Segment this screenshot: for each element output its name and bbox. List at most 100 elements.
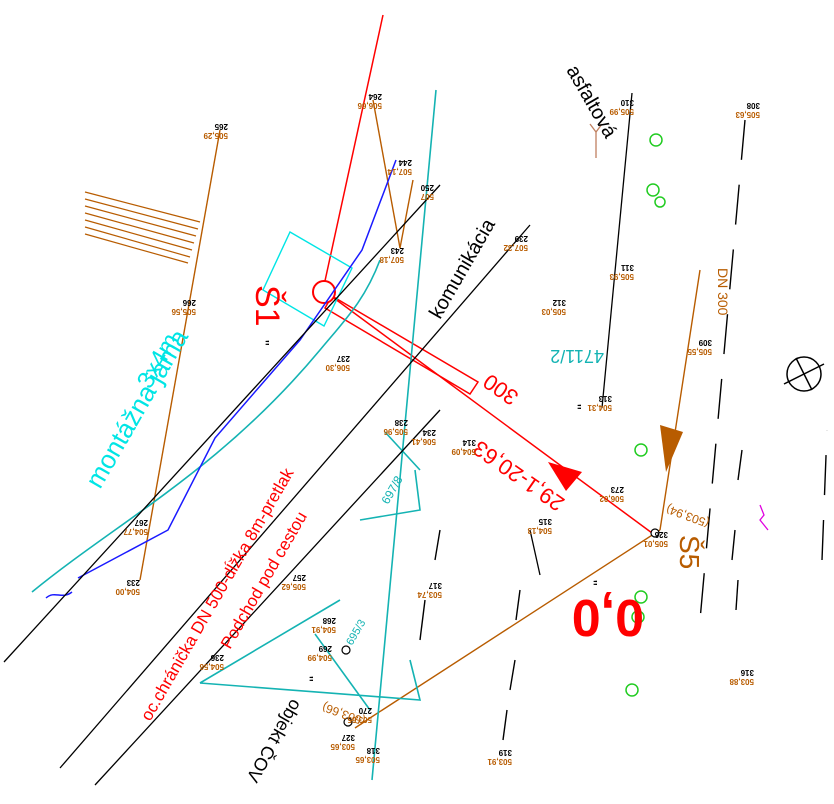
point-elevation: 505,55 — [687, 347, 712, 356]
point-elevation: 505,93 — [609, 272, 634, 281]
label-asfaltova: asfaltová — [562, 62, 622, 143]
label-pipe-length: 29,1-20,63 — [468, 436, 569, 517]
point-id: 273 — [610, 485, 624, 494]
point-id: 317 — [428, 581, 442, 590]
label-parcel-4711-rot: 4711/2 — [550, 346, 604, 366]
point-elevation: 505,62 — [281, 582, 306, 591]
quote-mark: " — [582, 580, 599, 586]
blue-line — [77, 159, 397, 579]
point-id: 319 — [498, 748, 512, 757]
dash-segments — [419, 449, 743, 741]
point-327 — [343, 717, 353, 727]
point-elevation: 505,29 — [203, 131, 228, 140]
point-id: 244 — [398, 158, 412, 167]
point-elevation: 506,30 — [325, 363, 350, 372]
point-id: 236 — [210, 653, 224, 662]
label-komunikacia: komunikácia — [425, 214, 500, 322]
point-id: 234 — [422, 428, 436, 437]
point-elevation: 504,00 — [115, 587, 140, 596]
point-id: 311 — [621, 263, 634, 272]
label-zero: 0,0 — [572, 588, 644, 646]
point-elevation: 505,56 — [171, 307, 196, 316]
point-id: 257 — [292, 573, 306, 582]
pipe-red — [322, 14, 653, 534]
point-elevation: 507,14 — [387, 167, 412, 176]
point-elevation: 507 — [420, 192, 434, 201]
label-s5: Š5 — [674, 535, 705, 569]
dashed-lines — [699, 119, 828, 621]
point-id: 267 — [134, 518, 148, 527]
survey-points: 265505,29264506,66244507,14250507243507,… — [115, 92, 760, 766]
magenta-symbol — [759, 504, 769, 531]
point-id: 308 — [746, 101, 760, 110]
point-id: 268 — [322, 616, 336, 625]
point-elevation: 504,91 — [311, 625, 336, 634]
point-elevation: 505,01 — [643, 539, 668, 548]
montazna-jama-rect — [262, 231, 353, 327]
point-elevation: 505,03 — [541, 307, 566, 316]
point-elevation: 504,99 — [307, 653, 332, 662]
hatch-lines — [84, 191, 201, 264]
label-objekt: objekt ČOV — [243, 696, 307, 786]
point-id: 326 — [654, 530, 668, 539]
point-elevation: 505,99 — [609, 107, 634, 116]
point-id: 314 — [462, 438, 476, 447]
quote-mark: " — [298, 676, 315, 682]
point-elevation: 507,18 — [379, 255, 404, 264]
point-elevation: 503,65 — [355, 755, 380, 764]
point-id: 312 — [552, 298, 566, 307]
manhole-s1 — [312, 280, 336, 304]
point-id: 264 — [368, 92, 382, 101]
tree-symbols — [625, 133, 666, 697]
point-id: 250 — [420, 183, 434, 192]
point-id: 269 — [318, 644, 332, 653]
blue-squiggle — [45, 591, 73, 599]
label-s5-level: (503,94) — [664, 502, 711, 530]
quote-mark: " — [254, 340, 271, 346]
point-elevation: 503,74 — [417, 590, 442, 599]
point-id: 310 — [620, 98, 634, 107]
point-elevation: 503,65 — [330, 742, 355, 751]
point-id: 318 — [366, 746, 380, 755]
point-elevation: 506,02 — [599, 494, 624, 503]
label-pipe-300: 300 — [478, 369, 522, 411]
point-270 — [341, 645, 351, 655]
compass-icon — [783, 356, 825, 392]
point-id: 233 — [126, 578, 140, 587]
arrow-dn300 — [660, 425, 683, 472]
point-elevation: 507,32 — [503, 243, 528, 252]
label-parcel-6978: 697/8 — [378, 473, 405, 506]
manhole-s5 — [650, 528, 660, 538]
quote-mark: " — [566, 404, 583, 410]
point-id: 238 — [394, 418, 408, 427]
point-elevation: 505,63 — [735, 110, 760, 119]
point-elevation: 503,65 — [347, 715, 372, 724]
point-id: 315 — [538, 517, 552, 526]
point-id: 237 — [336, 354, 350, 363]
point-elevation: 504,31 — [587, 403, 612, 412]
label-dn300: DN 300 — [715, 268, 731, 316]
black-lines — [3, 92, 633, 786]
point-id: 265 — [214, 122, 228, 131]
